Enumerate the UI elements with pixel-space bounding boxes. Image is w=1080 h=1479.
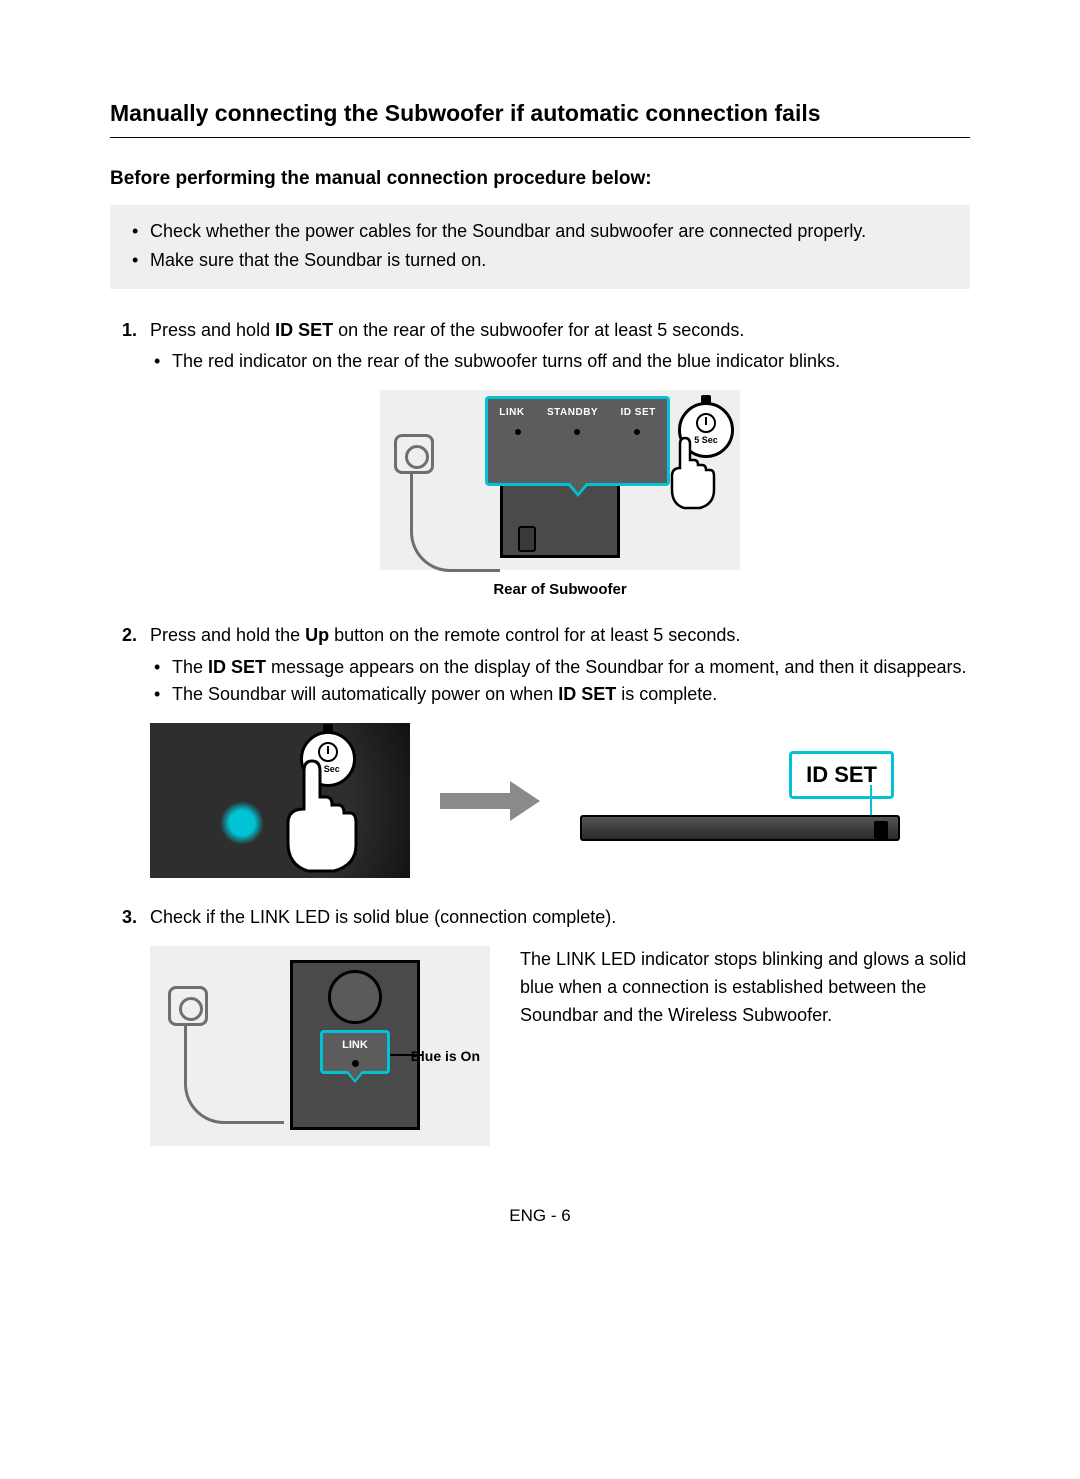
step2-bullet-1: The ID SET message appears on the displa… — [172, 654, 970, 682]
section-subtitle: Before performing the manual connection … — [110, 168, 970, 190]
power-cable-icon — [410, 472, 500, 572]
soundbar-illustration: ID SET — [580, 751, 900, 851]
step-3: Check if the LINK LED is solid blue (con… — [150, 904, 970, 1146]
led-dot — [574, 429, 580, 435]
stopwatch-knob-icon — [701, 395, 711, 403]
step2-b2-a: The Soundbar will automatically power on… — [172, 684, 558, 704]
step-1: Press and hold ID SET on the rear of the… — [150, 317, 970, 602]
step1-text-a: Press and hold — [150, 320, 275, 340]
callout-pointer-icon — [345, 1071, 365, 1083]
hand-press-icon — [270, 753, 370, 873]
steps-list: Press and hold ID SET on the rear of the… — [110, 317, 970, 1147]
power-plug-icon — [168, 986, 208, 1026]
callout-line — [870, 785, 872, 819]
link-panel-callout: LINK — [320, 1030, 390, 1074]
link-label: LINK — [342, 1039, 368, 1051]
step3-lead: Check if the LINK LED is solid blue (con… — [150, 907, 616, 927]
panel-label-idset: ID SET — [621, 405, 656, 421]
step2-b1-a: The — [172, 657, 208, 677]
button-glow-icon — [220, 801, 264, 845]
figure-1-caption: Rear of Subwoofer — [493, 578, 626, 601]
panel-label-standby: STANDBY — [547, 405, 598, 421]
step2-text-b: button on the remote control for at leas… — [329, 625, 740, 645]
figure-2: 5 Sec ID SET — [150, 723, 970, 878]
step1-bold: ID SET — [275, 320, 333, 340]
rear-panel-callout: LINK STANDBY ID SET — [485, 396, 670, 486]
page-title: Manually connecting the Subwoofer if aut… — [110, 100, 970, 138]
step3-paragraph: The LINK LED indicator stops blinking an… — [520, 946, 970, 1030]
figure-1: LINK STANDBY ID SET 5 Sec — [150, 390, 970, 601]
power-plug-icon — [394, 434, 434, 474]
soundbar-icon — [580, 815, 900, 841]
step-2: Press and hold the Up button on the remo… — [150, 622, 970, 879]
idset-button-icon — [634, 429, 640, 435]
subwoofer-port — [328, 970, 382, 1024]
callout-pointer-icon — [566, 483, 590, 497]
hand-press-icon — [660, 432, 720, 512]
idset-display-label: ID SET — [789, 751, 894, 799]
page-footer: ENG - 6 — [110, 1206, 970, 1226]
step2-text-a: Press and hold the — [150, 625, 305, 645]
stopwatch-knob-icon — [323, 724, 333, 732]
precheck-item: Check whether the power cables for the S… — [150, 217, 952, 246]
link-led-dot — [352, 1060, 359, 1067]
step2-b1-b: message appears on the display of the So… — [266, 657, 966, 677]
remote-illustration: 5 Sec — [150, 723, 410, 878]
step2-b2-b: is complete. — [616, 684, 717, 704]
stopwatch-dial-icon — [696, 413, 716, 433]
arrow-right-icon — [440, 781, 550, 821]
panel-label-link: LINK — [499, 405, 524, 421]
figure-3: LINK Blue is On — [150, 946, 490, 1146]
power-cable-icon — [184, 1024, 284, 1124]
step2-bold: Up — [305, 625, 329, 645]
step2-b2-bold: ID SET — [558, 684, 616, 704]
subwoofer-power-inlet — [518, 526, 536, 552]
precheck-box: Check whether the power cables for the S… — [110, 205, 970, 289]
step1-text-b: on the rear of the subwoofer for at leas… — [333, 320, 744, 340]
step2-b1-bold: ID SET — [208, 657, 266, 677]
step2-bullet-2: The Soundbar will automatically power on… — [172, 681, 970, 709]
step1-bullet: The red indicator on the rear of the sub… — [172, 348, 970, 376]
led-dot — [515, 429, 521, 435]
precheck-item: Make sure that the Soundbar is turned on… — [150, 246, 952, 275]
blue-is-on-label: Blue is On — [411, 1046, 480, 1068]
